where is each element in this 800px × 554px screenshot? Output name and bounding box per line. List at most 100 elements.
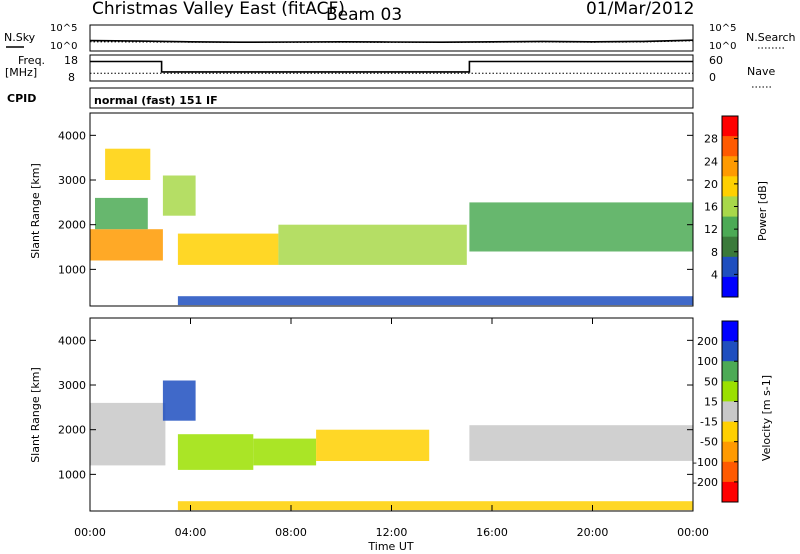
velocity-ytick-label-3: 4000 (58, 334, 86, 347)
velocity-colorbar-swatch-7 (722, 461, 738, 483)
noise-search-line (89, 40, 694, 43)
power-colorbar-swatch-3 (722, 176, 738, 197)
power-region-3 (162, 175, 196, 216)
noise-tick-left-bottom: 10^0 (50, 41, 77, 52)
time-x-axis-label: Time UT (367, 540, 413, 553)
velocity-y-axis-label: Slant Range [km] (29, 367, 42, 463)
velocity-region-3 (253, 438, 317, 466)
frequency-line (90, 60, 693, 73)
freq-tick-bottom: 8 (68, 71, 75, 84)
power-colorbar: 4 8 12 16 20 24 28 (704, 115, 739, 298)
power-region-6 (469, 202, 693, 252)
noise-tick-right-top: 10^5 (709, 23, 736, 34)
power-heatmap (90, 148, 693, 306)
power-panel: 1000 2000 3000 4000 Slant Range [km] 4 8 12 16… (29, 112, 769, 307)
velocity-colorbar-frame (721, 320, 739, 503)
freq-label-line1: Freq. (18, 54, 45, 67)
velocity-ytick-label-1: 2000 (58, 424, 86, 437)
power-colorbar-label-0: 4 (711, 268, 718, 281)
power-colorbar-swatch-5 (722, 216, 738, 238)
noise-tick-left-top: 10^5 (50, 23, 77, 34)
time-xtick-label-1: 04:00 (175, 526, 207, 539)
power-region-2 (105, 148, 151, 180)
time-xtick-label-5: 20:00 (577, 526, 609, 539)
velocity-colorbar-swatch-4 (722, 401, 738, 422)
velocity-region-1 (162, 380, 196, 421)
power-colorbar-label-1: 8 (711, 246, 718, 259)
cpid-row: CPID normal (fast) 151 IF (7, 87, 694, 109)
power-ytick-label-2: 3000 (58, 174, 86, 187)
noise-tick-right-bottom: 10^0 (709, 41, 736, 52)
power-ytick-label-0: 1000 (58, 263, 86, 276)
cpid-label: CPID (7, 92, 36, 105)
velocity-colorbar-swatch-3 (722, 381, 738, 402)
power-y-axis-label: Slant Range [km] (29, 163, 42, 259)
power-colorbar-swatch-2 (722, 156, 738, 177)
velocity-colorbar-label: Velocity [m s-1] (760, 375, 773, 461)
velocity-heatmap (90, 380, 693, 511)
time-xtick-label-4: 16:00 (476, 526, 508, 539)
power-region-0 (90, 229, 163, 261)
velocity-colorbar: 200 100 50 15 -15 -50 -100 -200 (693, 320, 739, 503)
velocity-colorbar-label-2: 50 (704, 375, 718, 388)
nave-tick-bottom: 0 (709, 71, 716, 84)
power-colorbar-swatch-7 (722, 256, 738, 278)
power-y-ticks: 1000 2000 3000 4000 (58, 129, 693, 276)
cpid-value: normal (fast) 151 IF (94, 94, 218, 107)
velocity-colorbar-label-6: -100 (693, 456, 718, 469)
velocity-ytick-label-2: 3000 (58, 379, 86, 392)
velocity-colorbar-label-5: -50 (700, 436, 718, 449)
power-region-4 (177, 233, 279, 265)
time-xtick-label-6: 00:00 (677, 526, 709, 539)
velocity-region-5 (469, 425, 693, 461)
power-colorbar-label-6: 28 (704, 133, 718, 146)
power-region-7 (177, 296, 693, 306)
velocity-region-4 (316, 429, 430, 461)
frequency-panel: Freq. [MHz] 18 8 60 0 Nave (5, 54, 775, 88)
time-xtick-label-2: 08:00 (275, 526, 307, 539)
nave-label: Nave (747, 65, 775, 78)
freq-label-line2: [MHz] (5, 66, 37, 79)
cpid-frame (89, 87, 694, 109)
power-colorbar-swatch-1 (722, 136, 738, 157)
velocity-region-0 (90, 402, 166, 466)
velocity-colorbar-label-0: 200 (697, 335, 718, 348)
nave-tick-top: 60 (709, 54, 723, 67)
power-region-1 (95, 197, 148, 230)
power-colorbar-swatch-0 (722, 116, 738, 137)
velocity-colorbar-label-1: 100 (697, 355, 718, 368)
power-colorbar-swatch-4 (722, 196, 738, 217)
power-colorbar-label: Power [dB] (756, 181, 769, 241)
velocity-region-2 (177, 434, 254, 470)
power-ytick-label-1: 2000 (58, 219, 86, 232)
noise-right-label: N.Search (746, 31, 796, 44)
date-label: 01/Mar/2012 (586, 0, 694, 19)
power-colorbar-swatch-6 (722, 236, 738, 258)
velocity-panel: 1000 2000 3000 4000 Slant Range [km] 200 100… (29, 317, 773, 553)
velocity-colorbar-swatch-6 (722, 441, 738, 463)
figure-title: Christmas Valley East (fitACF) (92, 0, 345, 19)
velocity-colorbar-label-4: -15 (700, 416, 718, 429)
noise-left-label: N.Sky (4, 31, 36, 44)
velocity-y-ticks: 1000 2000 3000 4000 (58, 334, 693, 481)
time-xtick-label-0: 00:00 (74, 526, 106, 539)
power-colorbar-label-5: 24 (704, 155, 718, 168)
power-colorbar-label-3: 16 (704, 201, 718, 214)
time-xtick-label-3: 12:00 (376, 526, 408, 539)
power-colorbar-label-4: 20 (704, 178, 718, 191)
velocity-colorbar-swatch-5 (722, 421, 738, 443)
power-frame (89, 112, 694, 307)
velocity-colorbar-swatch-1 (722, 341, 738, 362)
freq-tick-top: 18 (64, 54, 78, 67)
velocity-colorbar-label-7: -200 (693, 476, 718, 489)
time-x-ticks: 00:00 04:00 08:00 12:00 16:00 20:00 00:00 (74, 318, 709, 539)
power-region-5 (278, 224, 467, 265)
velocity-ytick-label-0: 1000 (58, 468, 86, 481)
power-ytick-label-3: 4000 (58, 129, 86, 142)
noise-frame (89, 24, 694, 52)
velocity-region-6 (177, 501, 693, 511)
velocity-colorbar-swatch-2 (722, 361, 738, 382)
power-colorbar-swatch-8 (722, 276, 738, 298)
beam-label: Beam 03 (326, 5, 402, 25)
